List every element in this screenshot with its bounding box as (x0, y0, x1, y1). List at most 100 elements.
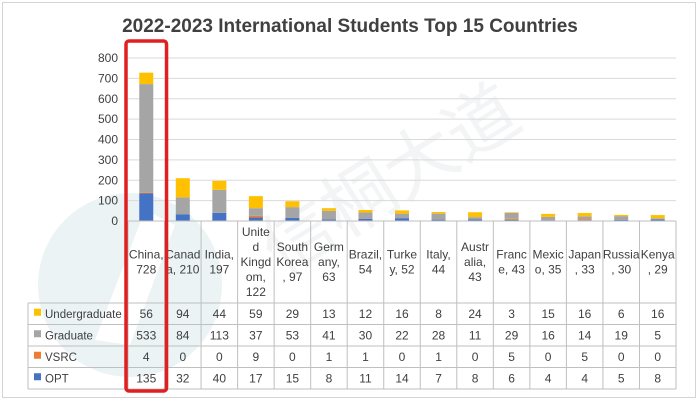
bar-segment-opt (468, 219, 483, 221)
x-tick-label: Unite d Kingd om, 122 (241, 225, 272, 299)
legend-label: VSRC (45, 352, 77, 364)
y-tick-label: 300 (98, 153, 118, 167)
bar-segment-graduate (650, 218, 665, 220)
data-table-value: 6 (508, 371, 515, 385)
x-tick-label-line: Franc (496, 248, 527, 262)
y-tick-label: 200 (98, 173, 118, 187)
data-table-value: 56 (140, 307, 154, 321)
x-tick-label: China, 728 (129, 248, 164, 277)
x-tick-label-line: 44 (432, 263, 446, 277)
bar-segment-undergraduate (358, 209, 373, 213)
bar-segment-vsrc (139, 192, 154, 194)
data-table-value: 28 (432, 328, 446, 342)
bar-segment-undergraduate (285, 201, 300, 208)
data-table-value: 14 (395, 371, 409, 385)
x-tick-label-line: China, (129, 248, 164, 262)
data-table-value: 15 (286, 371, 300, 385)
bar-segment-undergraduate (431, 212, 446, 214)
bar-segment-undergraduate (541, 213, 556, 217)
x-tick-label-line: Austr (461, 240, 489, 254)
x-tick-label-line: Brazil, (349, 248, 382, 262)
data-table-value: 135 (136, 371, 156, 385)
bar-segment-opt (504, 219, 519, 221)
legend-label: Undergraduate (45, 309, 122, 321)
data-table-value: 19 (615, 328, 629, 342)
data-table-value: 15 (541, 307, 555, 321)
x-tick-label-line: y, 52 (389, 263, 414, 277)
data-table-value: 41 (322, 328, 336, 342)
bar-segment-opt (650, 219, 665, 221)
bar-segment-graduate (541, 216, 556, 221)
bar-segment-undergraduate (614, 214, 629, 217)
data-table-value: 0 (399, 350, 406, 364)
bar-segment-graduate (285, 207, 300, 218)
bar-segment-graduate (614, 216, 629, 220)
x-tick-label-line: Italy, (426, 248, 450, 262)
x-tick-label: Japan, 33 (568, 248, 601, 277)
data-table-value: 14 (578, 328, 592, 342)
data-table-value: 53 (286, 328, 300, 342)
x-tick-label: Turke y, 52 (387, 248, 418, 277)
data-table-value: 16 (541, 328, 555, 342)
data-table-value: 8 (435, 307, 442, 321)
x-tick-label-line: alia, (464, 255, 486, 269)
data-table-value: 17 (249, 371, 263, 385)
x-tick-label-line: Unite (242, 225, 270, 239)
data-table-value: 22 (395, 328, 409, 342)
data-table-value: 0 (289, 350, 296, 364)
y-tick-label: 500 (98, 112, 118, 126)
data-table-value: 16 (578, 307, 592, 321)
y-tick-label: 400 (98, 133, 118, 147)
x-tick-label-line: India, (205, 248, 234, 262)
x-tick-label-line: , 29 (648, 263, 668, 277)
watermark-logo-circle (38, 193, 222, 377)
chart-title: 2022-2023 International Students Top 15 … (122, 16, 578, 37)
data-table-value: 3 (508, 307, 515, 321)
x-tick-label-line: 43 (468, 270, 482, 284)
x-tick-label: Canad a, 210 (165, 248, 200, 277)
bar-segment-vsrc (504, 218, 519, 220)
data-table-value: 6 (618, 307, 625, 321)
x-tick-label-line: any, (318, 255, 340, 269)
data-table-value: 4 (143, 350, 150, 364)
x-tick-label-line: o, 35 (535, 263, 562, 277)
bar-segment-opt (321, 219, 336, 221)
bar-segment-undergraduate (212, 180, 227, 190)
bar-segment-opt (285, 217, 300, 221)
data-table-value: 5 (654, 328, 661, 342)
data-table-value: 0 (216, 350, 223, 364)
data-table-value: 1 (326, 350, 333, 364)
x-tick-label: Austr alia, 43 (461, 240, 489, 284)
x-tick-label: Franc e, 43 (496, 248, 527, 277)
data-table-value: 9 (253, 350, 260, 364)
bar-segment-opt (139, 193, 154, 221)
x-tick-label-line: a, 210 (166, 263, 200, 277)
bar-segment-graduate (175, 197, 190, 215)
x-tick-label-line: , 97 (282, 270, 302, 284)
data-table-value: 8 (472, 371, 479, 385)
data-table-value: 13 (322, 307, 336, 321)
bar-segment-opt (175, 214, 190, 221)
data-table-value: 12 (359, 307, 373, 321)
x-tick-label-line: Russia (603, 248, 640, 262)
x-tick-label: Russia, 30 (603, 248, 640, 277)
x-tick-label: Kenya, 29 (641, 248, 675, 277)
bar-segment-undergraduate (321, 208, 336, 211)
x-tick-label-line: , 33 (575, 263, 595, 277)
x-tick-label-line: Korea (276, 255, 308, 269)
chart-frame (2, 2, 696, 398)
data-table-value: 113 (210, 328, 229, 342)
bar-segment-graduate (212, 189, 227, 213)
y-tick-label: 100 (98, 194, 118, 208)
data-table-value: 16 (651, 307, 665, 321)
data-table-value: 37 (249, 328, 263, 342)
data-table-value: 44 (213, 307, 227, 321)
data-table-value: 0 (545, 350, 552, 364)
data-table-value: 8 (654, 371, 661, 385)
bar-segment-graduate (504, 212, 519, 219)
data-table-value: 30 (359, 328, 373, 342)
data-table-value: 0 (179, 350, 186, 364)
bar-segment-graduate (358, 212, 373, 219)
